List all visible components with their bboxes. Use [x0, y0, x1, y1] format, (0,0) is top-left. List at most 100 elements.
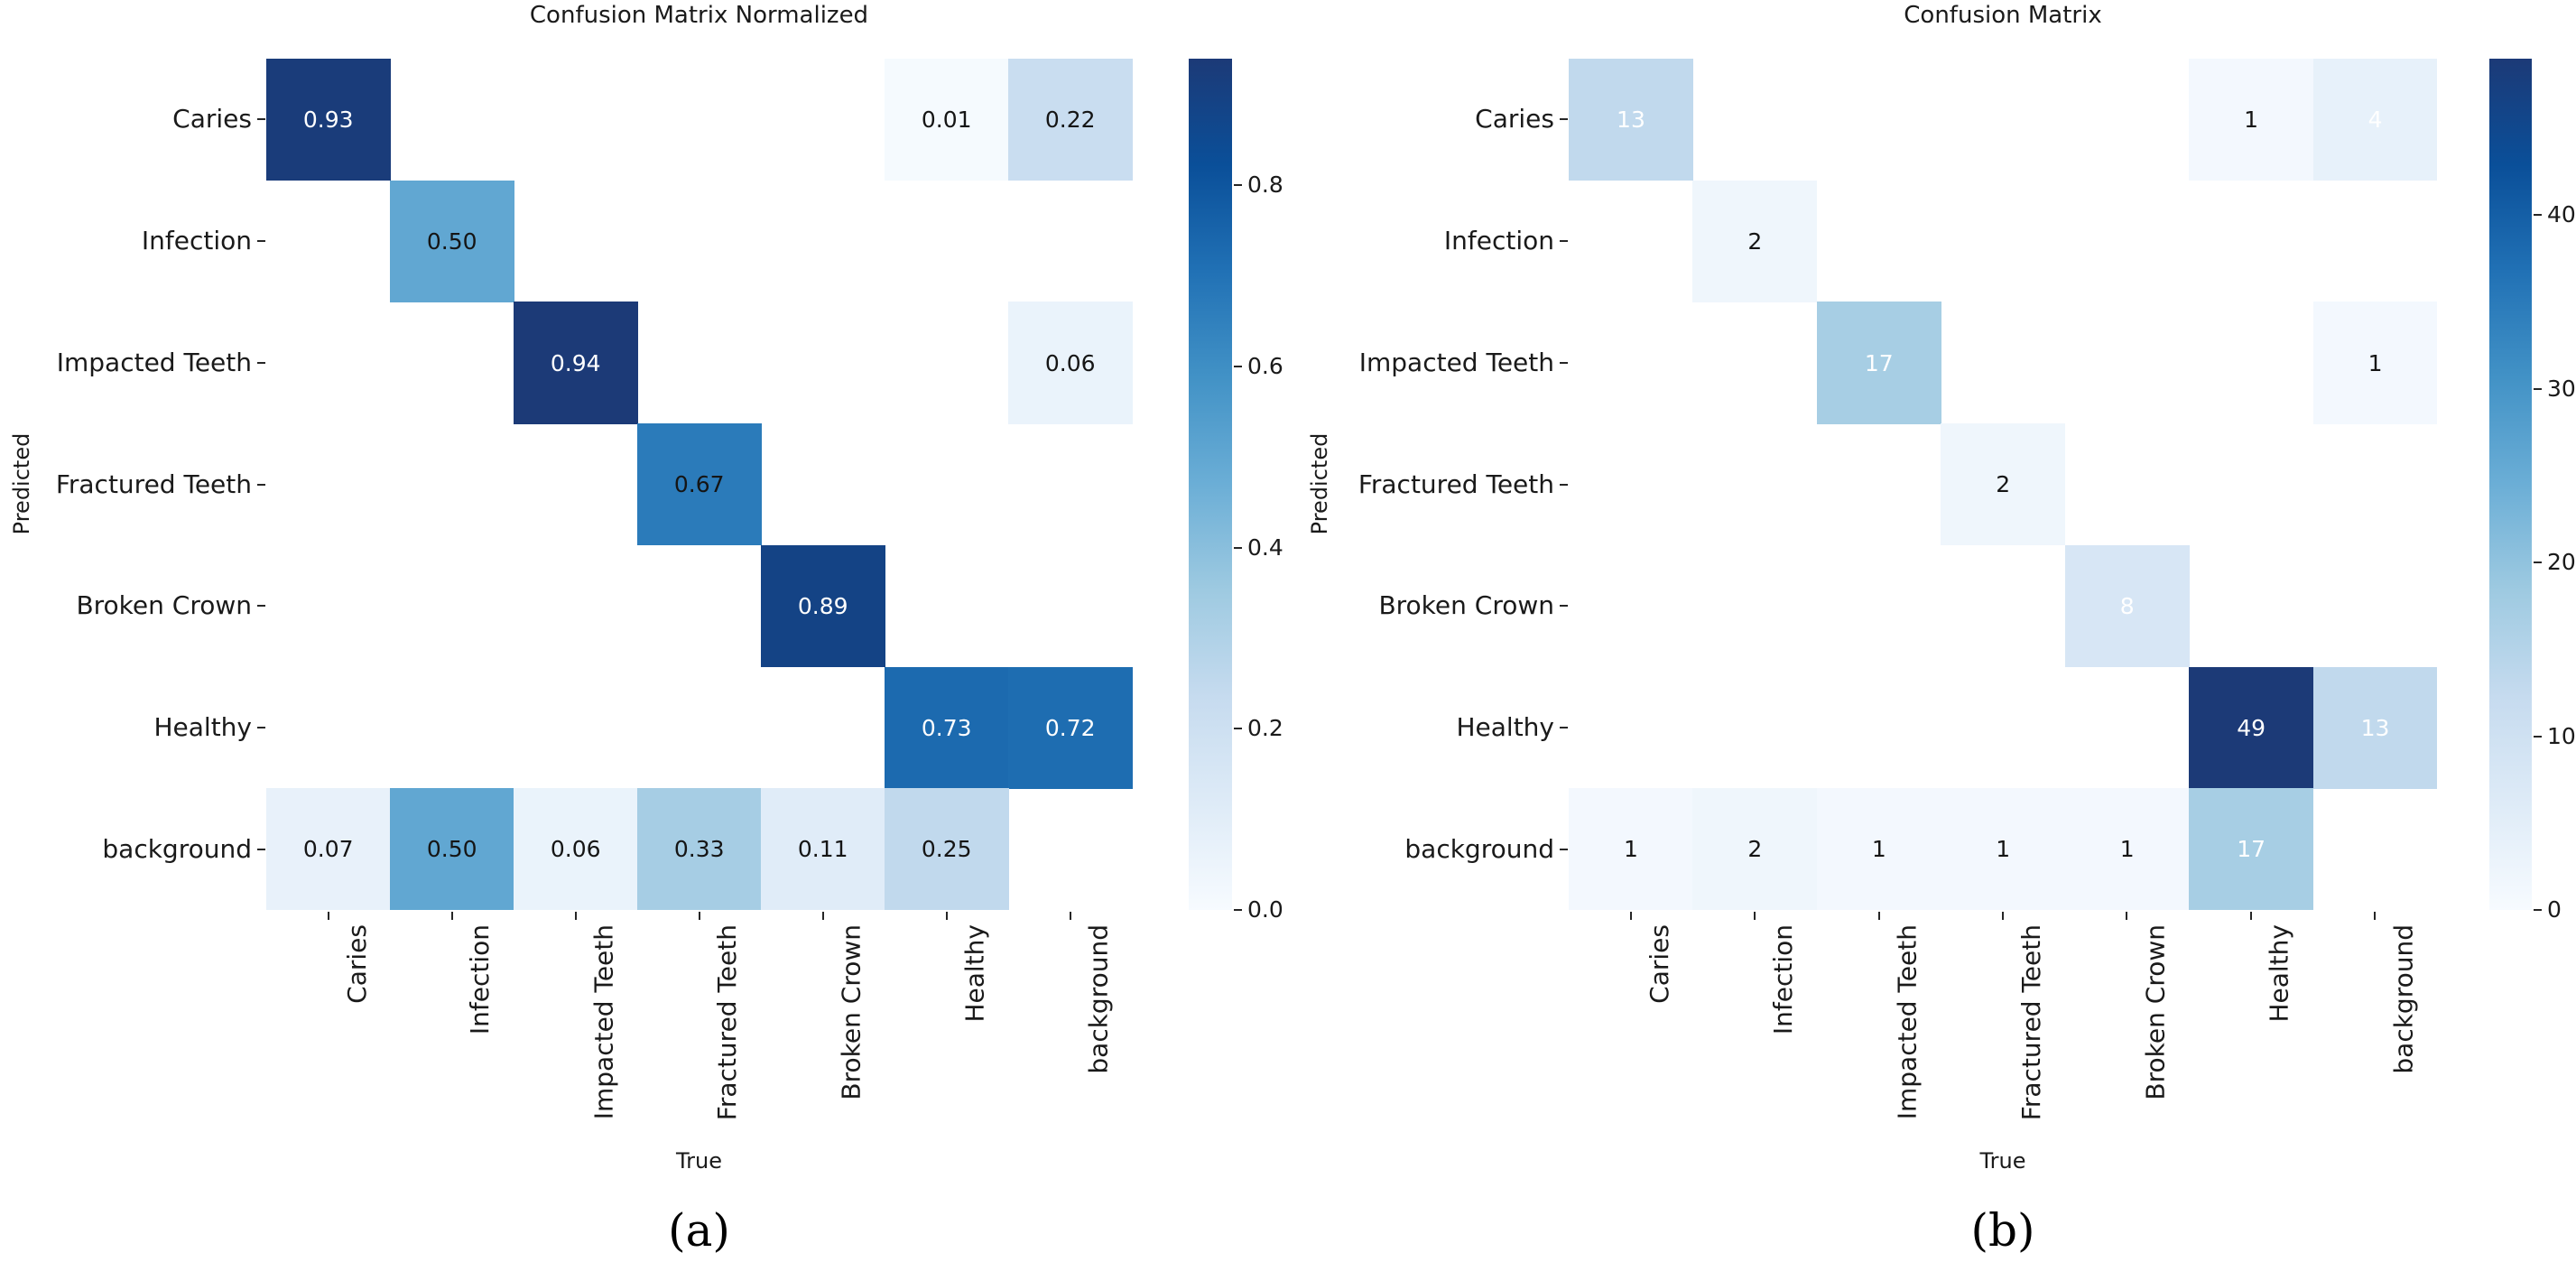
colorbar-tick-mark	[1234, 546, 1242, 549]
colorbar-tick-mark	[2534, 561, 2542, 564]
y-tick-label: Caries	[1475, 104, 1554, 135]
x-tick-label: Infection	[1768, 924, 1799, 1035]
tick-mark	[1560, 118, 1568, 121]
colorbar-tick-mark	[1234, 909, 1242, 911]
y-tick-label: Impacted Teeth	[1358, 347, 1554, 377]
heatmap-cell: 0.73	[885, 666, 1009, 789]
tick-mark	[257, 726, 265, 728]
colorbar-tick-label: 0.4	[1247, 534, 1283, 561]
colorbar-tick-label: 10	[2547, 722, 2576, 749]
tick-mark	[1560, 605, 1568, 608]
heatmap-cell: 17	[2189, 788, 2314, 911]
panel-caption: (b)	[1970, 1204, 2035, 1257]
x-tick-label: Impacted Teeth	[1892, 924, 1923, 1120]
y-tick-label: Broken Crown	[1378, 590, 1554, 621]
tick-mark	[574, 912, 577, 920]
heatmap-cell: 1	[1569, 788, 1693, 911]
heatmap-cell: 0.89	[761, 544, 885, 668]
heatmap-cell: 0.50	[390, 180, 514, 302]
heatmap-cell: 0.67	[637, 423, 762, 546]
heatmap-cell: 0.33	[637, 788, 762, 911]
tick-mark	[2126, 912, 2128, 920]
x-tick-label: Impacted Teeth	[588, 924, 619, 1120]
tick-mark	[1560, 240, 1568, 243]
y-tick-label: Broken Crown	[76, 590, 252, 621]
colorbar-tick-mark	[2534, 387, 2542, 390]
x-tick-label: background	[1083, 924, 1114, 1074]
x-tick-label: background	[2388, 924, 2419, 1074]
heatmap-cell: 0.22	[1008, 59, 1133, 181]
tick-mark	[257, 605, 265, 608]
heatmap-cell: 0.25	[885, 788, 1009, 911]
tick-mark	[2249, 912, 2252, 920]
colorbar-tick-label: 20	[2547, 549, 2576, 576]
tick-mark	[2002, 912, 2004, 920]
x-tick-label: Caries	[1644, 924, 1674, 1004]
heatmap-cell: 2	[1692, 180, 1818, 302]
x-tick-label: Fractured Teeth	[2016, 924, 2046, 1121]
tick-mark	[1754, 912, 1756, 920]
colorbar	[2489, 59, 2532, 910]
colorbar-tick-label: 0	[2547, 896, 2562, 923]
heatmap-cell: 2	[1941, 423, 2066, 546]
x-tick-label: Broken Crown	[836, 924, 866, 1100]
colorbar-tick-label: 0.0	[1247, 896, 1283, 923]
tick-mark	[257, 118, 265, 121]
tick-mark	[1560, 848, 1568, 850]
tick-mark	[1560, 361, 1568, 364]
tick-mark	[1069, 912, 1071, 920]
y-tick-label: background	[1404, 833, 1554, 864]
y-tick-label: Healthy	[1456, 711, 1554, 742]
tick-mark	[1560, 483, 1568, 486]
heatmap-cell: 17	[1816, 302, 1941, 424]
colorbar-tick-mark	[2534, 909, 2542, 911]
x-axis-label: True	[676, 1148, 722, 1174]
chart-title: Confusion Matrix Normalized	[529, 2, 869, 29]
heatmap-cell: 1	[1941, 788, 2066, 911]
colorbar-tick-label: 0.6	[1247, 353, 1283, 380]
colorbar-tick-mark	[1234, 184, 1242, 187]
tick-mark	[1560, 726, 1568, 728]
y-tick-label: Healthy	[153, 711, 252, 742]
heatmap-cell: 0.06	[1008, 302, 1133, 424]
colorbar-tick-label: 0.8	[1247, 172, 1283, 199]
tick-mark	[698, 912, 700, 920]
colorbar	[1189, 59, 1232, 910]
tick-mark	[257, 240, 265, 243]
panel-caption: (a)	[668, 1204, 730, 1257]
y-tick-label: Infection	[1443, 226, 1554, 256]
colorbar-tick-mark	[2534, 214, 2542, 217]
heatmap-cell: 8	[2064, 544, 2190, 668]
x-tick-label: Broken Crown	[2140, 924, 2171, 1100]
tick-mark	[945, 912, 948, 920]
heatmap-cell: 49	[2189, 666, 2314, 789]
tick-mark	[1629, 912, 1632, 920]
tick-mark	[257, 483, 265, 486]
colorbar-tick-label: 30	[2547, 375, 2576, 402]
tick-mark	[327, 912, 329, 920]
heatmap-cell: 0.07	[266, 788, 391, 911]
colorbar-tick-label: 40	[2547, 201, 2576, 228]
tick-mark	[450, 912, 453, 920]
tick-mark	[1877, 912, 1880, 920]
colorbar-tick-label: 0.2	[1247, 715, 1283, 742]
heatmap-cell: 1	[1816, 788, 1941, 911]
heatmap-cell: 0.72	[1008, 666, 1133, 789]
colorbar-tick-mark	[1234, 366, 1242, 368]
x-tick-label: Healthy	[2264, 924, 2294, 1023]
x-axis-label: True	[1979, 1148, 2026, 1174]
heatmap-cell: 0.93	[266, 59, 391, 181]
heatmap-cell: 1	[2312, 302, 2438, 424]
y-tick-label: Infection	[141, 226, 252, 256]
heatmap-cell: 1	[2064, 788, 2190, 911]
heatmap-cell: 13	[1569, 59, 1693, 181]
tick-mark	[2374, 912, 2377, 920]
heatmap-cell: 2	[1692, 788, 1818, 911]
colorbar-tick-mark	[2534, 735, 2542, 738]
tick-mark	[821, 912, 824, 920]
heatmap-cell: 4	[2312, 59, 2438, 181]
colorbar-tick-mark	[1234, 728, 1242, 730]
x-tick-label: Fractured Teeth	[712, 924, 743, 1121]
heatmap-cell: 0.11	[761, 788, 885, 911]
